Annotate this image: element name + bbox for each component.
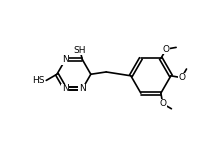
Text: O: O bbox=[163, 45, 170, 54]
Text: SH: SH bbox=[73, 46, 85, 55]
Text: N: N bbox=[79, 84, 86, 93]
Text: HS: HS bbox=[32, 76, 45, 85]
Text: N: N bbox=[62, 84, 69, 93]
Text: O: O bbox=[159, 99, 166, 108]
Text: N: N bbox=[62, 55, 69, 64]
Text: O: O bbox=[178, 73, 185, 82]
